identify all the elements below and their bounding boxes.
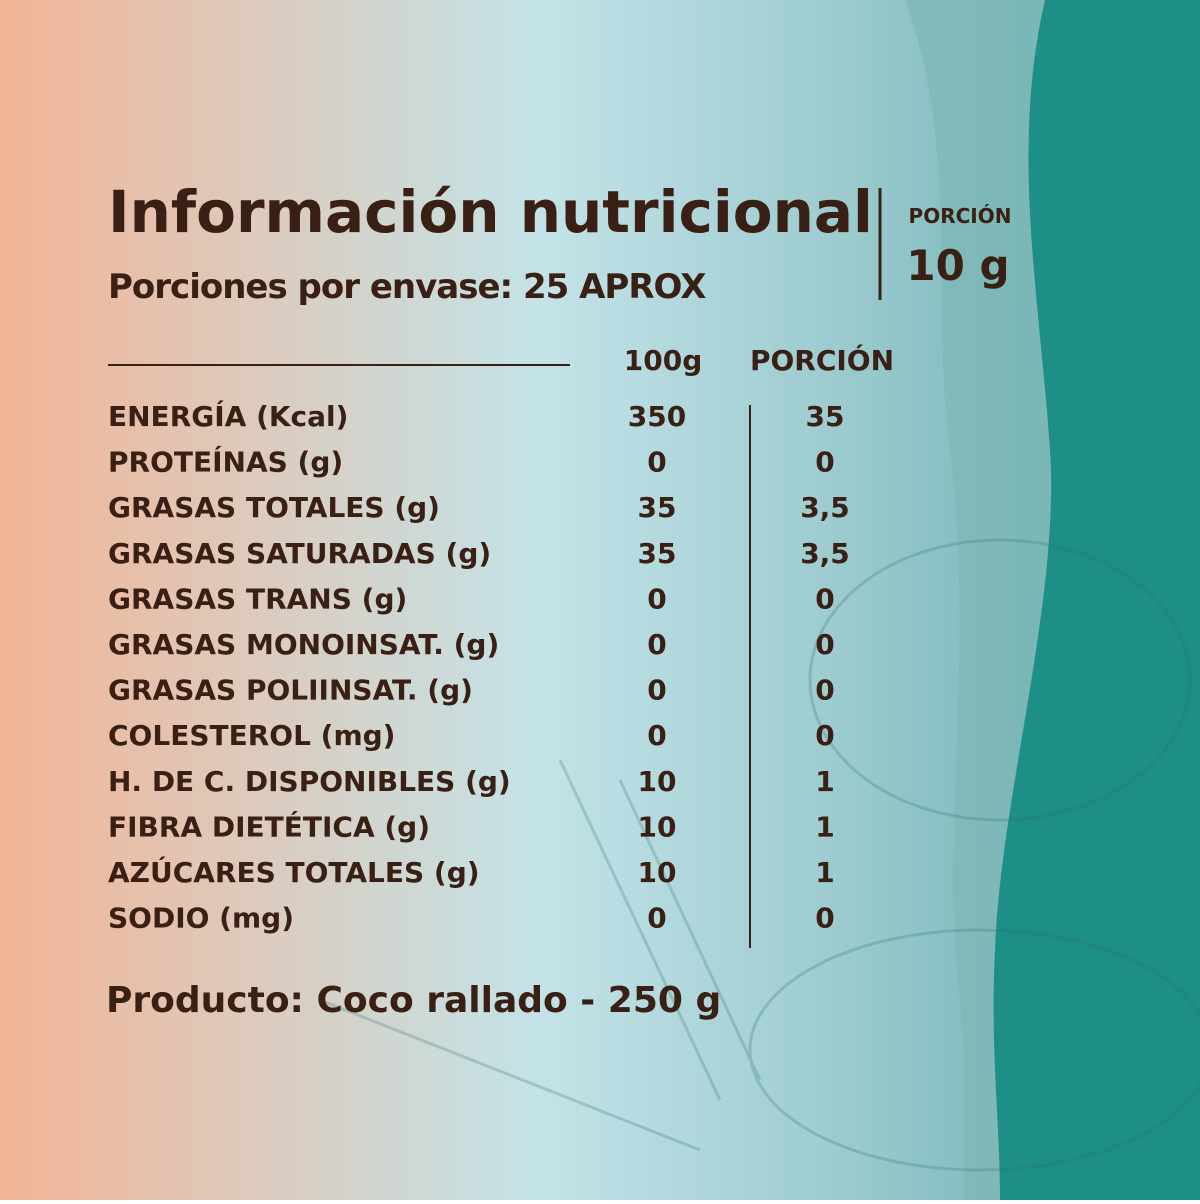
- value-portion: 35: [806, 400, 845, 433]
- row-label: FIBRA DIETÉTICA (g): [108, 809, 430, 843]
- value-portion: 3,5: [800, 491, 850, 524]
- value-100g: 0: [647, 719, 666, 752]
- value-100g: 0: [647, 446, 666, 479]
- value-portion: 0: [815, 446, 834, 479]
- value-portion: 3,5: [800, 537, 850, 570]
- value-100g: 35: [638, 491, 677, 524]
- row-label: COLESTEROL (mg): [108, 719, 395, 752]
- value-portion: 0: [815, 674, 834, 707]
- row-label: PROTEÍNAS (g): [108, 445, 343, 479]
- value-portion: 0: [815, 628, 834, 661]
- row-label: GRASAS TRANS (g): [108, 582, 407, 615]
- row-label: GRASAS TOTALES (g): [108, 491, 440, 524]
- value-portion: 1: [815, 765, 834, 798]
- row-label: H. DE C. DISPONIBLES (g): [108, 765, 511, 798]
- portion-value: 10 g: [906, 241, 1009, 290]
- value-100g: 10: [638, 810, 677, 843]
- row-label: GRASAS SATURADAS (g): [108, 537, 491, 570]
- row-label: ENERGÍA (Kcal): [108, 399, 348, 433]
- title: Información nutricional: [108, 178, 873, 246]
- value-100g: 350: [628, 400, 686, 433]
- value-portion: 0: [815, 719, 834, 752]
- value-portion: 0: [815, 902, 834, 935]
- column-header: 100g: [624, 344, 703, 377]
- value-portion: 1: [815, 856, 834, 889]
- row-label: GRASAS MONOINSAT. (g): [108, 628, 499, 661]
- row-label: GRASAS POLIINSAT. (g): [108, 674, 473, 707]
- value-100g: 10: [638, 765, 677, 798]
- wave-front: [993, 0, 1200, 1200]
- value-100g: 0: [647, 582, 666, 615]
- subtitle: Porciones por envase: 25 APROX: [108, 267, 706, 307]
- value-100g: 35: [638, 537, 677, 570]
- row-label: SODIO (mg): [108, 902, 294, 935]
- value-100g: 0: [647, 902, 666, 935]
- decor: [319, 538, 1200, 1172]
- value-100g: 10: [638, 856, 677, 889]
- value-100g: 0: [647, 628, 666, 661]
- footer: Producto: Coco rallado - 250 g: [106, 980, 721, 1021]
- portion-label: PORCIÓN: [909, 204, 1012, 228]
- row-label: AZÚCARES TOTALES (g): [108, 855, 480, 889]
- value-100g: 0: [647, 674, 666, 707]
- value-portion: 0: [815, 582, 834, 615]
- value-portion: 1: [815, 810, 834, 843]
- column-header: PORCIÓN: [750, 343, 894, 377]
